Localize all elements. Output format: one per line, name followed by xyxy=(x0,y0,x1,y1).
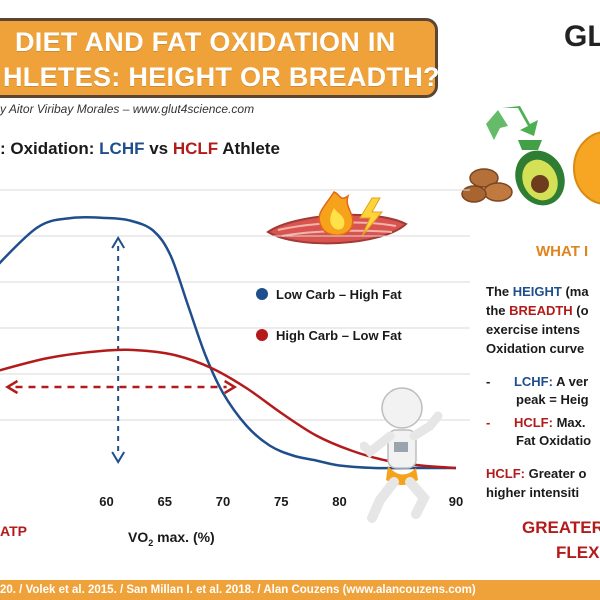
side-panel-line-2: the BREADTH (o xyxy=(486,303,589,318)
bullet-lchf: - LCHF: A ver xyxy=(486,374,588,389)
legend-hclf-label: High Carb – Low Fat xyxy=(276,328,402,343)
bullet-hclf: - HCLF: Max. xyxy=(486,415,585,430)
byline: y Aitor Viribay Morales – www.glut4scien… xyxy=(0,102,255,116)
title-line-2: HLETES: HEIGHT OR BREADTH? xyxy=(3,62,440,92)
closing-key: HCLF: xyxy=(486,466,525,481)
x-tick-label: 65 xyxy=(158,494,172,509)
greater-line-1: GREATER xyxy=(522,518,600,537)
runner-figure-icon xyxy=(360,387,443,523)
height-arrow-head-bottom xyxy=(111,451,126,464)
height-arrow-head-top xyxy=(111,236,126,249)
line2-rest: (o xyxy=(572,303,589,318)
x-axis-label: VO2 max. (%) xyxy=(128,529,215,548)
legend-hclf-marker xyxy=(256,329,268,341)
closing-line-1: HCLF: Greater o xyxy=(486,466,586,481)
chart-title-hclf: HCLF xyxy=(172,139,219,158)
juice-glass-icon xyxy=(573,131,600,205)
bullet1-dash: - xyxy=(486,374,491,389)
x-axis-label-rest: max. (%) xyxy=(153,529,214,545)
x-tick-label: 80 xyxy=(332,494,346,509)
breadth-arrow-head-right xyxy=(224,379,238,395)
closing-line-2: higher intensiti xyxy=(486,485,580,500)
chart-title-vs: vs xyxy=(144,139,173,158)
title-line-1: DIET AND FAT OXIDATION IN xyxy=(15,27,396,57)
bullet2-dash: - xyxy=(486,415,491,430)
chart-x-ticks: 60 65 70 75 80 90 xyxy=(99,494,463,509)
brand-logo-text: GL xyxy=(564,20,600,53)
legend-lchf: Low Carb – High Fat xyxy=(256,287,402,302)
breadth-arrow-head-left xyxy=(5,379,19,395)
line2-key: BREADTH xyxy=(509,303,573,318)
x-tick-label: 70 xyxy=(216,494,230,509)
bullet-hclf-line-2: Fat Oxidatio xyxy=(516,433,592,448)
closing-rest: Greater o xyxy=(525,466,587,481)
hclf-curve xyxy=(0,348,457,470)
chart-grid xyxy=(0,189,470,421)
chart-title: : Oxidation: LCHF vs HCLF Athlete xyxy=(0,139,280,159)
legend-lchf-marker xyxy=(256,288,268,300)
recycle-food-icon xyxy=(461,106,565,206)
chart-title-prefix: : Oxidation: xyxy=(0,139,100,158)
bullet2-rest: Max. xyxy=(552,415,586,430)
lchf-curve xyxy=(0,215,456,470)
line1-prefix: The xyxy=(486,284,513,299)
atp-label: ATP xyxy=(0,523,27,539)
references-footer: 20. / Volek et al. 2015. / San Millan I.… xyxy=(0,580,600,600)
x-axis-label-main: VO xyxy=(128,529,148,545)
bullet1-rest: A ver xyxy=(552,374,589,389)
bullet-lchf-line-2: peak = Heig xyxy=(516,392,589,407)
legend-lchf-label: Low Carb – High Fat xyxy=(276,287,402,302)
chart-title-lchf: LCHF xyxy=(99,139,145,158)
fat-oxidation-chart: 60 65 70 75 80 90 VO2 max. (%) ATP xyxy=(0,189,470,548)
line2-prefix: the xyxy=(486,303,510,318)
side-panel-line-1: The HEIGHT (ma xyxy=(486,284,589,299)
x-axis-label-sub: 2 xyxy=(148,538,153,548)
bullet2-key: HCLF: xyxy=(513,415,553,430)
side-panel-line-3: exercise intens xyxy=(486,322,580,337)
side-panel-line-4: Oxidation curve xyxy=(486,341,585,356)
legend-hclf: High Carb – Low Fat xyxy=(256,328,402,343)
x-tick-label: 90 xyxy=(449,494,463,509)
line1-rest: (ma xyxy=(561,284,589,299)
title-banner: DIET AND FAT OXIDATION IN HLETES: HEIGHT… xyxy=(0,18,440,98)
line1-key: HEIGHT xyxy=(512,284,562,299)
chart-title-suffix: Athlete xyxy=(218,139,280,158)
bullet1-key: LCHF: xyxy=(513,374,553,389)
chart-series xyxy=(0,215,457,470)
x-tick-label: 60 xyxy=(99,494,113,509)
side-panel-heading: WHAT I xyxy=(536,243,589,260)
x-tick-label: 75 xyxy=(274,494,288,509)
greater-line-2: FLEX xyxy=(556,543,600,562)
